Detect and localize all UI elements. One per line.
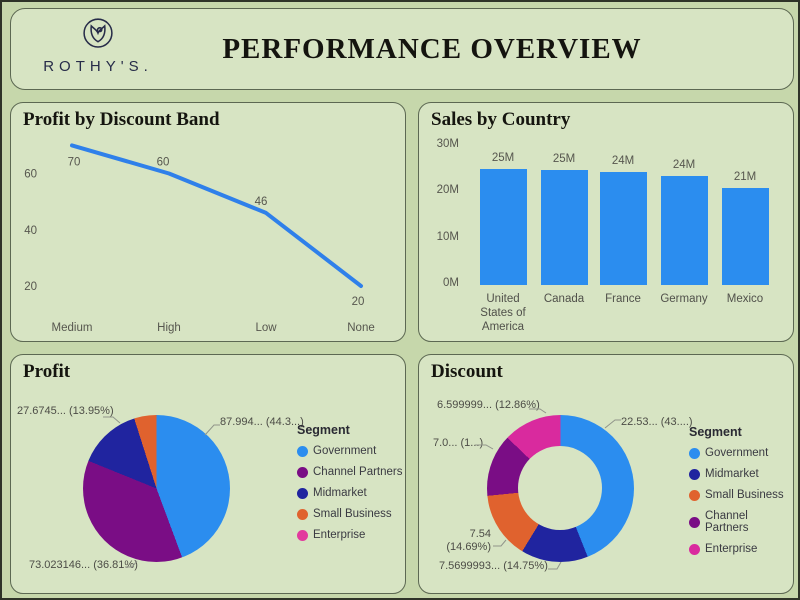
x-axis-label: United States of America — [480, 293, 526, 333]
panel-profit-by-segment[interactable]: Profit 87.994... (44.3...) 27.6745... (13… — [10, 354, 406, 594]
legend-item-small-business[interactable]: Small Business — [689, 489, 793, 501]
legend-item-channel-partners[interactable]: Channel Partners — [297, 466, 403, 478]
legend-label: Enterprise — [705, 543, 758, 555]
legend-title: Segment — [297, 423, 350, 437]
bar-canada[interactable] — [540, 169, 588, 285]
y-axis-tick: 60 — [24, 169, 37, 181]
legend-item-enterprise[interactable]: Enterprise — [297, 529, 403, 541]
data-label: 24M — [611, 155, 635, 168]
y-axis-tick: 0M — [443, 277, 459, 289]
donut-plot[interactable] — [486, 414, 634, 562]
legend-item-enterprise[interactable]: Enterprise — [689, 543, 793, 555]
data-label: 70 — [68, 156, 81, 168]
callout-midmarket: 7.5699993... (14.75%) — [439, 560, 548, 572]
x-axis-label: Low — [255, 322, 277, 334]
y-axis-tick: 20 — [24, 281, 37, 293]
legend-swatch-icon — [297, 487, 308, 499]
panel-profit-by-discount-band[interactable]: Profit by Discount Band 60 40 20 Medium High… — [10, 102, 406, 342]
y-axis-tick: 20M — [436, 184, 459, 197]
x-axis-label: Canada — [543, 293, 585, 305]
profit-line-series[interactable] — [70, 143, 363, 288]
legend-swatch-icon — [297, 529, 308, 541]
x-axis-label: France — [605, 293, 641, 305]
legend-item-government[interactable]: Government — [689, 447, 793, 459]
legend-swatch-icon — [689, 543, 700, 555]
legend-label: Enterprise — [313, 529, 366, 541]
x-axis-label: Germany — [660, 293, 708, 305]
data-label: 60 — [157, 157, 170, 169]
legend-swatch-icon — [297, 466, 308, 478]
legend-label: Small Business — [313, 508, 392, 520]
chart-title-sales-by-country: Sales by Country — [431, 109, 571, 130]
panel-discount-by-segment[interactable]: Discount 6.599999... (12.86%) 7.0... (1..… — [418, 354, 794, 594]
donut-hole — [518, 446, 602, 530]
legend-label: Government — [705, 447, 769, 459]
header-banner: ROTHY'S. PERFORMANCE OVERVIEW — [10, 8, 794, 90]
callout-midmarket: 27.6745... (13.95%) — [17, 405, 114, 417]
y-axis-tick: 10M — [436, 230, 459, 243]
data-label: 20 — [352, 296, 365, 308]
y-axis-tick: 40 — [24, 225, 37, 237]
legend-swatch-icon — [689, 468, 700, 480]
bar-germany[interactable] — [660, 176, 708, 285]
legend-item-channel-partners[interactable]: Channel Partners — [689, 510, 793, 534]
legend-label: Channel Partners — [705, 510, 749, 534]
callout-government: 22.53... (43....) — [621, 416, 693, 428]
legend-title: Segment — [689, 425, 742, 439]
data-label: 24M — [672, 159, 696, 172]
legend-item-small-business[interactable]: Small Business — [297, 508, 403, 520]
panel-sales-by-country[interactable]: Sales by Country 0M 10M 20M 30M 25M United St… — [418, 102, 794, 342]
data-label: 25M — [552, 152, 576, 165]
y-axis-tick: 30M — [436, 138, 459, 150]
callout-channel-partners: 73.023146... (36.81%) — [29, 559, 138, 571]
line-chart[interactable]: 60 40 20 Medium High Low None 70 60 46 20 — [11, 103, 405, 341]
legend-label: Midmarket — [313, 487, 367, 499]
legend-label: Government — [313, 445, 377, 457]
legend-swatch-icon — [297, 508, 308, 520]
legend-swatch-icon — [689, 516, 700, 528]
chart-title-discount: Discount — [431, 361, 503, 382]
legend-swatch-icon — [297, 445, 308, 457]
legend-item-midmarket[interactable]: Midmarket — [689, 468, 793, 480]
data-label: 25M — [491, 152, 515, 165]
brand-name: ROTHY'S. — [43, 58, 153, 75]
legend-swatch-icon — [689, 447, 700, 459]
legend: Segment Government Midmarket Small Business… — [689, 425, 793, 564]
legend: Segment Government Channel Partners Midmark… — [297, 423, 403, 550]
callout-government: 87.994... (44.3...) — [220, 416, 304, 428]
donut-chart[interactable]: 6.599999... (12.86%) 7.0... (1...) 22.53..… — [419, 355, 793, 593]
chart-title-profit-by-discount-band: Profit by Discount Band — [23, 109, 220, 130]
bar-united-states-of-america[interactable] — [479, 169, 527, 285]
x-axis-label: None — [347, 322, 375, 334]
bar-mexico[interactable] — [721, 187, 769, 285]
data-label: 46 — [255, 196, 268, 208]
bar-france[interactable] — [599, 172, 647, 285]
data-label: 21M — [733, 170, 757, 183]
page-title: PERFORMANCE OVERVIEW — [222, 33, 642, 65]
legend-label: Channel Partners — [313, 466, 403, 478]
pie-chart[interactable]: 87.994... (44.3...) 27.6745... (13.95%) 73… — [11, 355, 405, 593]
x-axis-label: Mexico — [726, 293, 764, 305]
rothys-logo-icon — [83, 18, 113, 48]
pie-plot[interactable] — [83, 414, 230, 562]
legend-label: Small Business — [705, 489, 784, 501]
callout-channel-partners: 7.0... (1...) — [433, 437, 484, 449]
x-axis-label: High — [157, 322, 181, 334]
brand: ROTHY'S. — [31, 12, 165, 75]
legend-item-government[interactable]: Government — [297, 445, 403, 457]
legend-label: Midmarket — [705, 468, 759, 480]
legend-swatch-icon — [689, 489, 700, 501]
callout-small-business: 7.54 (14.69%) — [446, 528, 491, 554]
chart-title-profit: Profit — [23, 361, 71, 382]
legend-item-midmarket[interactable]: Midmarket — [297, 487, 403, 499]
x-axis-label: Medium — [52, 322, 93, 334]
callout-enterprise: 6.599999... (12.86%) — [437, 399, 540, 411]
bar-chart[interactable]: 0M 10M 20M 30M 25M United States of America 25… — [419, 103, 793, 341]
